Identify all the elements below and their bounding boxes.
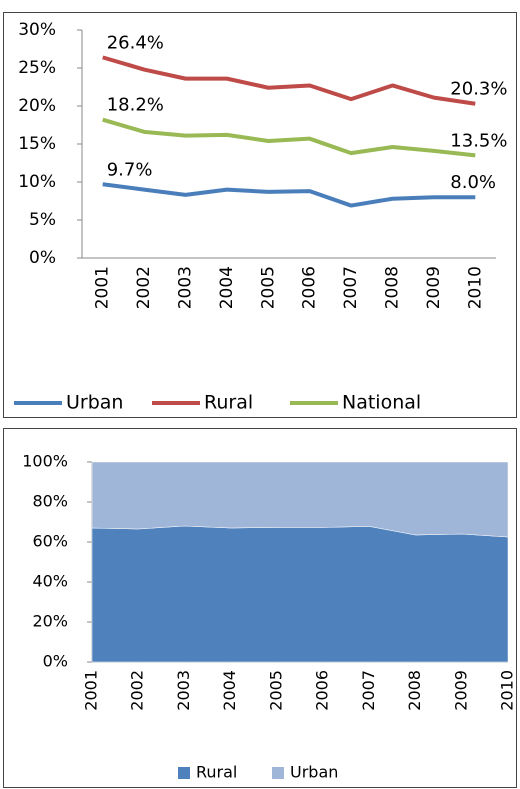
x-tick-label: 2008 xyxy=(383,266,403,309)
y-tick-label: 60% xyxy=(32,532,68,551)
x-tick-label: 2007 xyxy=(359,670,378,711)
x-tick-label: 2010 xyxy=(465,266,485,309)
y-tick-label: 15% xyxy=(18,134,56,154)
x-tick-label: 2005 xyxy=(266,670,285,711)
data-label: 9.7% xyxy=(107,159,153,180)
data-label: 20.3% xyxy=(450,79,507,100)
x-tick-label: 2004 xyxy=(217,266,237,309)
data-line xyxy=(102,117,476,158)
x-tick-label: 2002 xyxy=(134,266,154,309)
legend-swatch xyxy=(178,767,190,779)
data-label: 13.5% xyxy=(450,130,507,151)
legend-label: Rural xyxy=(204,392,253,414)
y-tick-label: 20% xyxy=(18,96,56,116)
x-tick-label: 2010 xyxy=(498,670,517,711)
data-line xyxy=(102,182,476,208)
x-tick-label: 2003 xyxy=(176,266,196,309)
x-tick-label: 2001 xyxy=(82,670,101,711)
x-tick-label: 2009 xyxy=(451,670,470,711)
data-label: 8.0% xyxy=(450,172,496,193)
x-tick-label: 2001 xyxy=(93,266,113,309)
legend-label: National xyxy=(342,392,421,414)
x-tick-label: 2007 xyxy=(341,266,361,309)
legend-label: Urban xyxy=(66,392,123,414)
data-area xyxy=(91,461,509,538)
x-tick-label: 2005 xyxy=(258,266,278,309)
y-tick-label: 100% xyxy=(22,452,68,471)
x-tick-label: 2004 xyxy=(220,670,239,711)
y-tick-label: 40% xyxy=(32,572,68,591)
y-tick-label: 5% xyxy=(29,210,56,230)
y-tick-label: 0% xyxy=(29,248,56,268)
y-tick-label: 25% xyxy=(18,58,56,78)
legend-label: Rural xyxy=(196,763,237,782)
y-tick-label: 10% xyxy=(18,172,56,192)
legend-swatch xyxy=(272,767,284,779)
x-tick-label: 2002 xyxy=(128,670,147,711)
x-tick-label: 2003 xyxy=(174,670,193,711)
y-tick-label: 20% xyxy=(32,612,68,631)
chart-frame xyxy=(3,428,517,788)
x-tick-label: 2009 xyxy=(424,266,444,309)
y-tick-label: 0% xyxy=(43,652,68,671)
data-label: 26.4% xyxy=(107,32,164,53)
data-label: 18.2% xyxy=(107,95,164,116)
data-line xyxy=(102,55,476,106)
y-tick-label: 30% xyxy=(18,20,56,40)
y-tick-label: 80% xyxy=(32,492,68,511)
x-tick-label: 2006 xyxy=(300,266,320,309)
chart-frame xyxy=(3,12,517,418)
x-tick-label: 2006 xyxy=(313,670,332,711)
legend-label: Urban xyxy=(290,763,338,782)
data-area xyxy=(91,525,509,663)
x-tick-label: 2008 xyxy=(405,670,424,711)
